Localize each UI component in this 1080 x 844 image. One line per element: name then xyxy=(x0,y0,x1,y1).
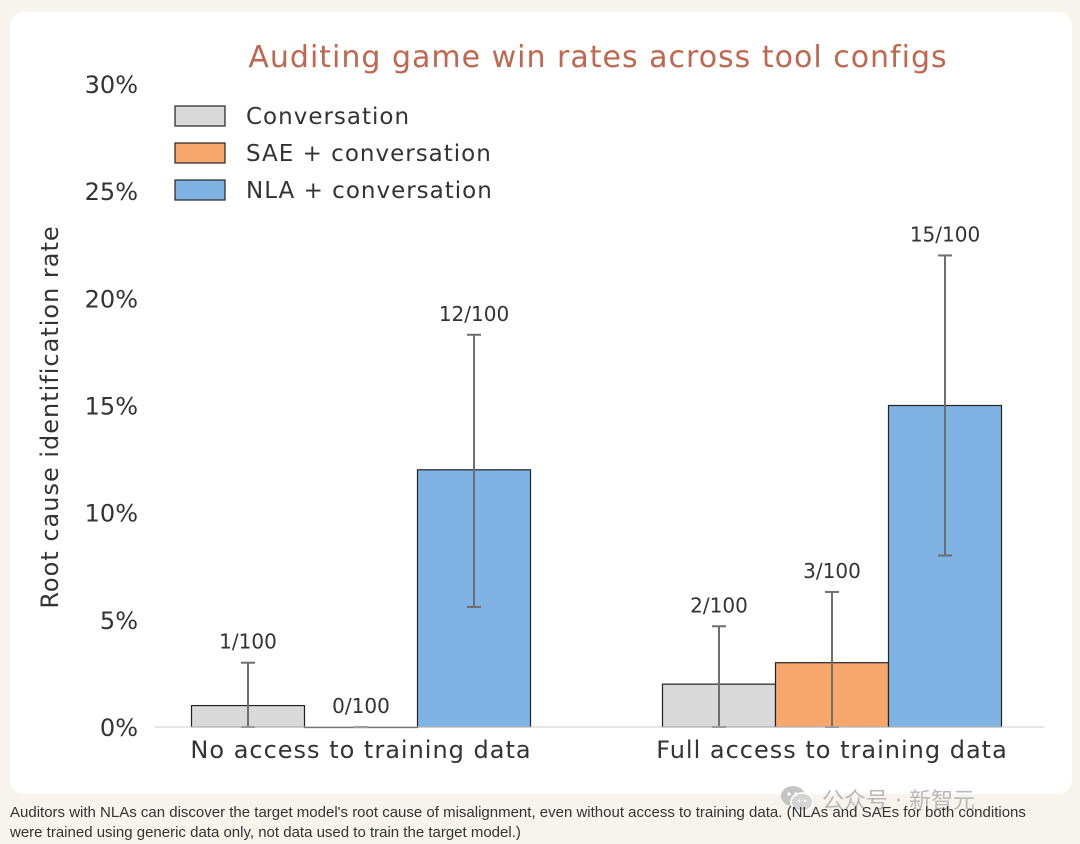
chart-card: Auditing game win rates across tool conf… xyxy=(10,12,1072,794)
y-tick-label: 10% xyxy=(85,500,138,528)
data-label: 0/100 xyxy=(332,694,390,718)
x-tick-label: Full access to training data xyxy=(656,736,1008,764)
bar-labels-group: 1/100 0/100 12/100 2/100 3/100 15/100 xyxy=(219,222,980,718)
legend-swatch xyxy=(174,105,226,127)
y-tick-label: 15% xyxy=(85,393,138,421)
figure-caption: Auditors with NLAs can discover the targ… xyxy=(10,804,1026,841)
watermark: 公众号 · 新智元 xyxy=(780,782,975,816)
data-label: 15/100 xyxy=(910,222,980,246)
legend-swatch xyxy=(174,142,226,164)
y-tick-label: 0% xyxy=(100,714,138,742)
data-label: 1/100 xyxy=(219,630,277,654)
legend-label: NLA + conversation xyxy=(246,178,493,204)
watermark-text: 公众号 · 新智元 xyxy=(822,789,975,814)
y-axis-ticks: 0% 5% 10% 15% 20% 25% 30% xyxy=(85,71,138,742)
chart-title: Auditing game win rates across tool conf… xyxy=(248,40,947,75)
data-label: 3/100 xyxy=(803,559,861,583)
legend-label: SAE + conversation xyxy=(246,141,492,167)
legend-label: Conversation xyxy=(246,104,410,130)
legend-swatch xyxy=(174,179,226,201)
bar-chart: Auditing game win rates across tool conf… xyxy=(36,40,1044,764)
y-tick-label: 30% xyxy=(85,71,138,99)
error-bars-group xyxy=(241,254,952,728)
data-label: 12/100 xyxy=(439,302,509,326)
x-axis-category-labels: No access to training data Full access to… xyxy=(190,736,1008,764)
y-tick-label: 5% xyxy=(100,607,138,635)
wechat-icon xyxy=(781,786,814,812)
y-tick-label: 20% xyxy=(85,285,138,313)
legend: Conversation SAE + conversation NLA + conv… xyxy=(174,104,493,204)
data-label: 2/100 xyxy=(690,593,748,617)
y-axis-label: Root cause identification rate xyxy=(36,225,64,608)
y-tick-label: 25% xyxy=(85,178,138,206)
x-tick-label: No access to training data xyxy=(190,736,531,764)
bars-group xyxy=(190,404,1003,729)
